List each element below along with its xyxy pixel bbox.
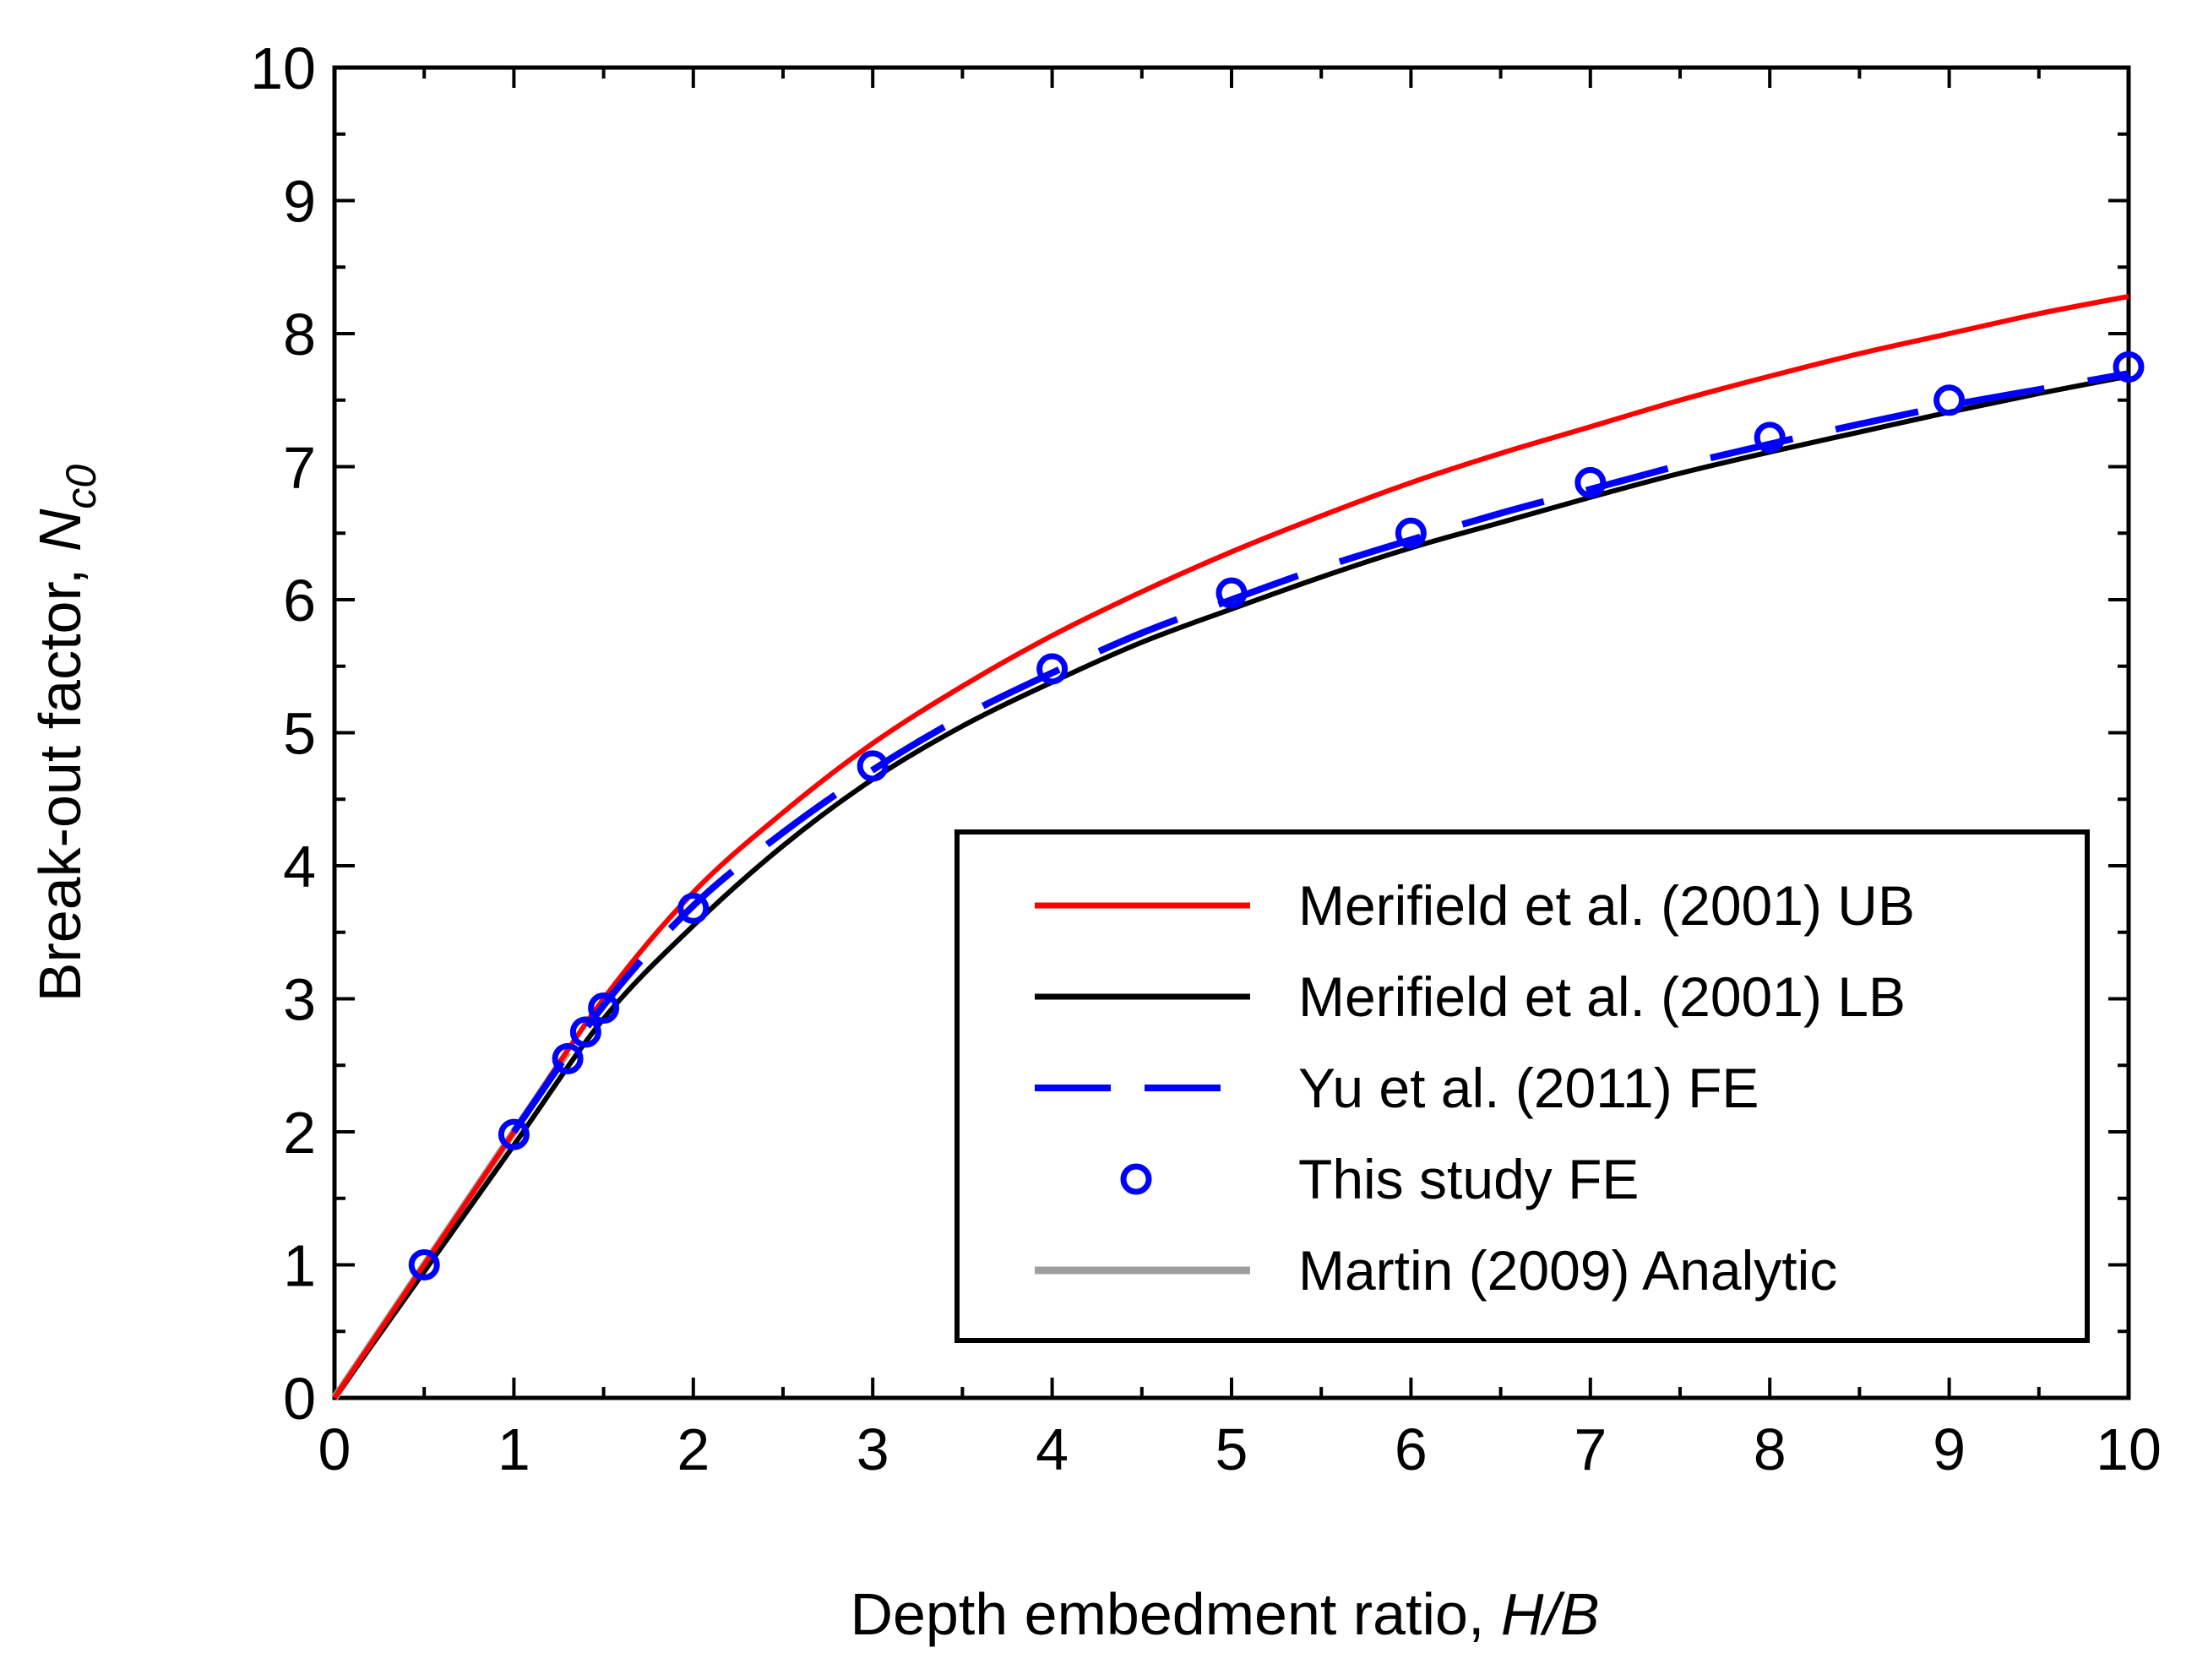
y-tick-label: 1 bbox=[283, 1233, 316, 1299]
x-tick-label: 8 bbox=[1754, 1416, 1787, 1482]
y-tick-label: 10 bbox=[250, 35, 316, 101]
x-tick-label: 4 bbox=[1036, 1416, 1069, 1482]
y-tick-label: 6 bbox=[283, 568, 316, 633]
x-tick-label: 2 bbox=[677, 1416, 710, 1482]
series-group bbox=[331, 293, 2145, 1400]
x-tick-label: 10 bbox=[2096, 1416, 2162, 1482]
data-point-this-study-fe bbox=[498, 1118, 530, 1150]
x-tick-label: 0 bbox=[318, 1416, 351, 1482]
legend-label: Merifield et al. (2001) LB bbox=[1298, 965, 1906, 1028]
y-tick-label: 4 bbox=[283, 834, 316, 900]
x-tick-label: 6 bbox=[1395, 1416, 1428, 1482]
data-point-this-study-fe bbox=[1215, 577, 1248, 609]
y-tick-label: 7 bbox=[283, 435, 316, 501]
series-line-merifield-et-al-2001-lb bbox=[332, 373, 2129, 1400]
y-axis-title: Break-out factor, Nc0 bbox=[27, 465, 105, 1003]
data-point-this-study-fe bbox=[588, 992, 620, 1025]
legend-label: Yu et al. (2011) FE bbox=[1298, 1057, 1759, 1119]
x-tick-labels: 0 1 2 3 4 5 6 7 8 9 10 bbox=[318, 1416, 2162, 1482]
legend-items: Merifield et al. (2001) UB Merifield et a… bbox=[1035, 874, 1915, 1302]
x-tick-label: 3 bbox=[857, 1416, 889, 1482]
legend-marker bbox=[1120, 1163, 1152, 1195]
legend-label: Martin (2009) Analytic bbox=[1298, 1239, 1837, 1302]
x-axis-title: Depth embedment ratio, H/B bbox=[850, 1581, 1599, 1647]
y-tick-labels: 0 1 2 3 4 5 6 7 8 9 10 bbox=[250, 35, 316, 1432]
data-point-this-study-fe bbox=[677, 892, 710, 924]
y-tick-label: 0 bbox=[283, 1366, 316, 1432]
data-point-this-study-fe bbox=[1933, 384, 1966, 416]
y-tick-label: 9 bbox=[283, 169, 316, 235]
data-point-this-study-fe bbox=[552, 1042, 584, 1074]
series-line-yu-et-al-2011-fe bbox=[511, 370, 2129, 1134]
legend-label: This study FE bbox=[1298, 1148, 1639, 1210]
data-point-this-study-fe bbox=[2113, 351, 2145, 383]
data-point-this-study-fe bbox=[569, 1016, 601, 1048]
axis-ticks bbox=[333, 66, 2130, 1400]
x-tick-label: 9 bbox=[1933, 1416, 1966, 1482]
y-tick-label: 8 bbox=[283, 302, 316, 367]
data-point-this-study-fe bbox=[1036, 653, 1069, 685]
y-tick-label: 3 bbox=[283, 967, 316, 1033]
legend-label: Merifield et al. (2001) UB bbox=[1298, 874, 1915, 937]
data-point-this-study-fe bbox=[857, 750, 889, 782]
x-tick-label: 5 bbox=[1215, 1416, 1248, 1482]
y-tick-label: 5 bbox=[283, 701, 316, 767]
x-tick-label: 7 bbox=[1574, 1416, 1607, 1482]
x-tick-label: 1 bbox=[498, 1416, 530, 1482]
data-point-this-study-fe bbox=[408, 1249, 440, 1280]
data-point-this-study-fe bbox=[1395, 517, 1427, 549]
data-point-this-study-fe bbox=[1754, 421, 1786, 454]
y-tick-label: 2 bbox=[283, 1100, 316, 1166]
data-point-this-study-fe bbox=[1574, 466, 1607, 498]
series-line-merifield-et-al-2001-ub bbox=[332, 293, 2129, 1400]
legend: Merifield et al. (2001) UB Merifield et a… bbox=[954, 829, 2090, 1343]
